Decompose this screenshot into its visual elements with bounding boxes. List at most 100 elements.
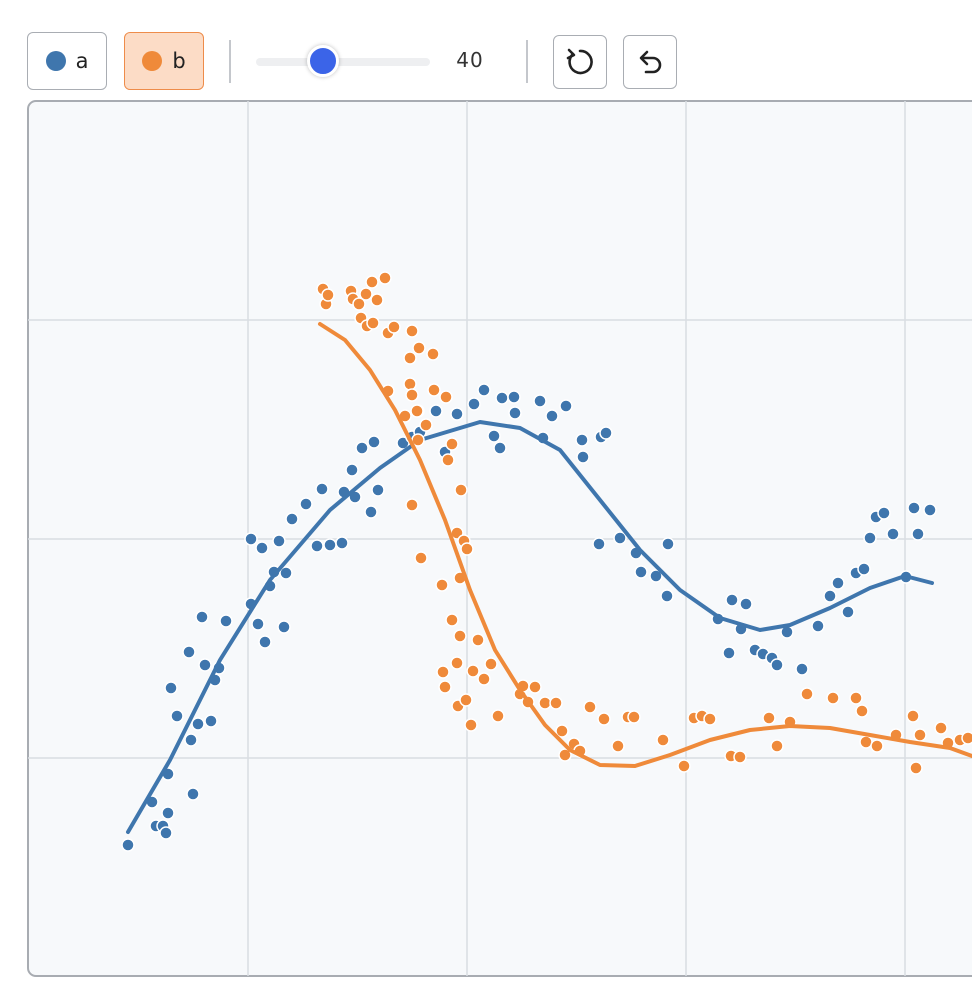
data-point — [164, 681, 178, 695]
data-point — [909, 761, 923, 775]
data-point — [725, 593, 739, 607]
data-point — [934, 721, 948, 735]
slider-knob[interactable] — [307, 45, 339, 77]
data-point — [722, 646, 736, 660]
data-point — [484, 657, 498, 671]
data-point — [159, 826, 173, 840]
data-point — [435, 578, 449, 592]
data-point — [800, 687, 814, 701]
data-point — [467, 397, 481, 411]
data-point — [405, 324, 419, 338]
data-point — [491, 709, 505, 723]
data-point — [471, 633, 485, 647]
data-point — [359, 287, 373, 301]
data-point — [533, 394, 547, 408]
data-point — [961, 731, 972, 745]
data-point — [277, 620, 291, 634]
data-point — [823, 589, 837, 603]
data-point — [445, 613, 459, 627]
data-point — [412, 341, 426, 355]
data-point — [121, 838, 135, 852]
slider-track[interactable] — [256, 58, 430, 66]
data-point — [321, 288, 335, 302]
data-point — [576, 450, 590, 464]
reset-button[interactable] — [553, 35, 607, 89]
legend-button[interactable]: a — [27, 32, 107, 90]
data-point — [597, 712, 611, 726]
data-point — [450, 407, 464, 421]
data-point — [323, 538, 337, 552]
data-point — [460, 542, 474, 556]
data-point — [439, 390, 453, 404]
data-point — [355, 441, 369, 455]
data-point — [184, 733, 198, 747]
data-point — [703, 712, 717, 726]
data-point — [661, 537, 675, 551]
separator — [229, 40, 231, 83]
data-point — [660, 589, 674, 603]
data-point — [795, 662, 809, 676]
data-point — [906, 709, 920, 723]
data-point — [495, 391, 509, 405]
data-point — [186, 787, 200, 801]
data-point — [279, 566, 293, 580]
data-point — [403, 377, 417, 391]
data-point — [770, 658, 784, 672]
data-point — [198, 658, 212, 672]
data-point — [436, 665, 450, 679]
undo-icon — [639, 50, 662, 74]
data-point — [366, 316, 380, 330]
data-point — [429, 404, 443, 418]
data-point — [770, 739, 784, 753]
data-point — [911, 527, 925, 541]
data-point — [454, 483, 468, 497]
data-point — [855, 704, 869, 718]
data-point — [299, 497, 313, 511]
data-point — [849, 691, 863, 705]
data-point — [739, 597, 753, 611]
data-point — [441, 453, 455, 467]
data-point — [378, 271, 392, 285]
data-point — [907, 501, 921, 515]
data-point — [405, 388, 419, 402]
data-point — [559, 399, 573, 413]
reset-icon — [566, 48, 593, 75]
legend-label: b — [172, 49, 186, 73]
data-point — [445, 437, 459, 451]
data-point — [258, 635, 272, 649]
data-point — [811, 619, 825, 633]
data-point — [477, 383, 491, 397]
legend-button[interactable]: b — [124, 32, 204, 90]
data-point — [255, 541, 269, 555]
data-point — [859, 735, 873, 749]
data-point — [161, 806, 175, 820]
data-point — [558, 748, 572, 762]
data-point — [528, 680, 542, 694]
data-point — [627, 710, 641, 724]
data-point — [191, 717, 205, 731]
data-point — [410, 404, 424, 418]
data-point — [477, 672, 491, 686]
data-point — [762, 711, 776, 725]
data-point — [459, 693, 473, 707]
data-point — [634, 565, 648, 579]
data-point — [857, 562, 871, 576]
data-point — [387, 320, 401, 334]
data-point — [877, 506, 891, 520]
data-point — [545, 409, 559, 423]
data-point — [367, 435, 381, 449]
data-point — [453, 629, 467, 643]
data-point — [649, 569, 663, 583]
data-point — [583, 700, 597, 714]
data-point — [555, 724, 569, 738]
data-point — [508, 406, 522, 420]
data-point — [195, 610, 209, 624]
data-point — [365, 275, 379, 289]
data-point — [507, 390, 521, 404]
data-point — [204, 714, 218, 728]
undo-button[interactable] — [623, 35, 677, 89]
data-point — [219, 614, 233, 628]
data-point — [371, 483, 385, 497]
